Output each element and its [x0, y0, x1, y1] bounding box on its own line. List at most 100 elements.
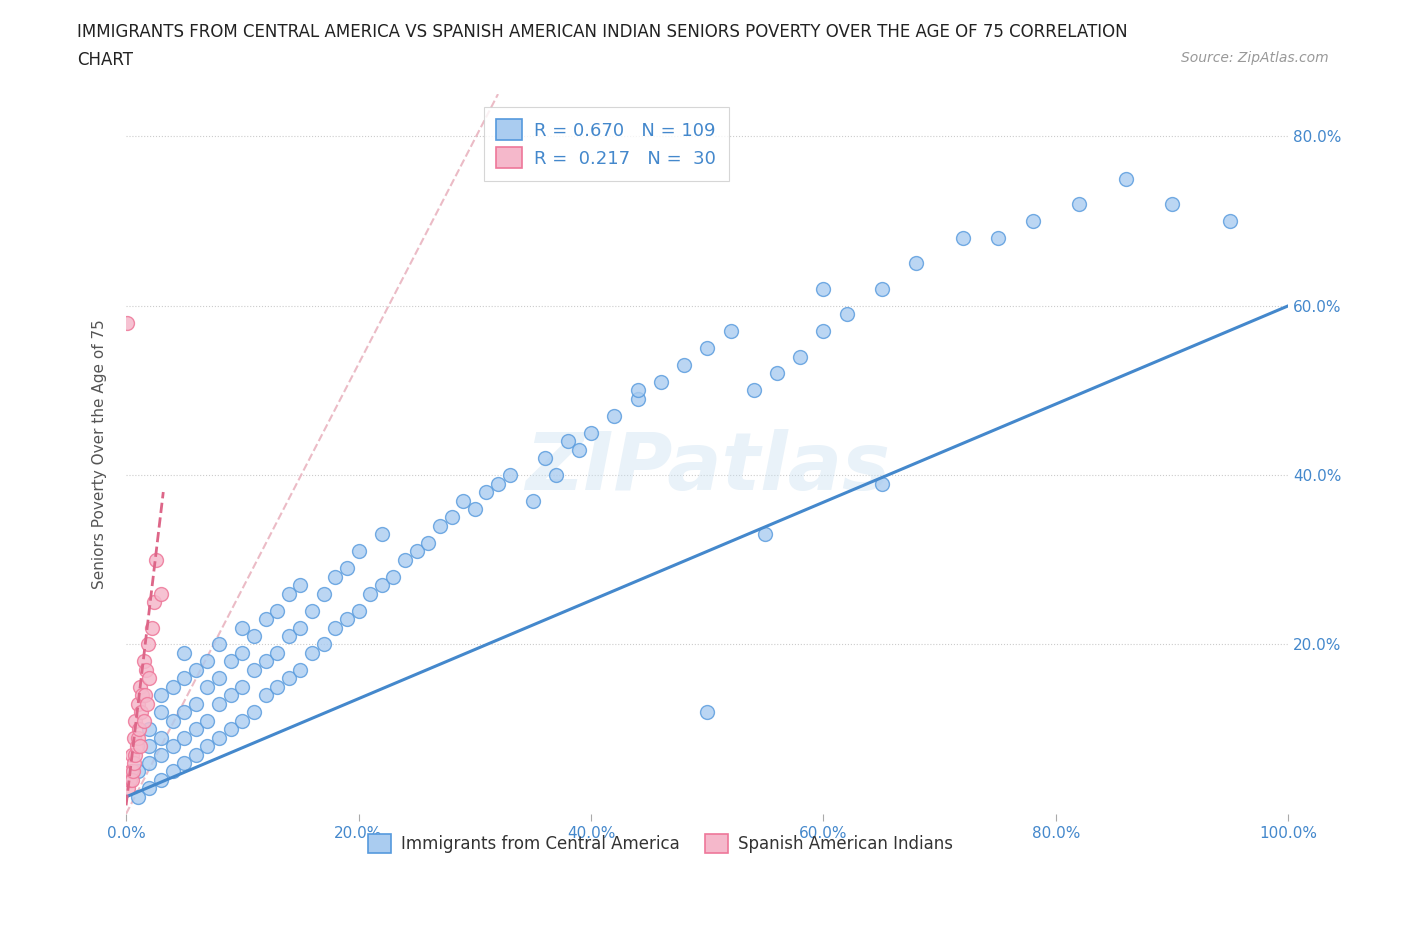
Point — [254, 654, 277, 669]
Point — [197, 680, 219, 695]
Point — [173, 730, 195, 745]
Point — [143, 594, 166, 609]
Point — [696, 340, 718, 355]
Point — [290, 620, 312, 635]
Point — [184, 662, 207, 677]
Point — [254, 612, 277, 627]
Point — [405, 544, 427, 559]
Point — [418, 536, 440, 551]
Point — [149, 586, 172, 601]
Point — [486, 476, 509, 491]
Point — [347, 604, 370, 618]
Point — [129, 705, 152, 720]
Point — [312, 586, 335, 601]
Text: Source: ZipAtlas.com: Source: ZipAtlas.com — [1181, 51, 1329, 65]
Point — [122, 755, 145, 770]
Point — [347, 544, 370, 559]
Point — [136, 637, 159, 652]
Point — [208, 730, 231, 745]
Point — [277, 586, 299, 601]
Point — [184, 722, 207, 737]
Point — [568, 443, 591, 458]
Text: CHART: CHART — [77, 51, 134, 69]
Point — [1022, 214, 1045, 229]
Point — [127, 790, 149, 804]
Point — [173, 645, 195, 660]
Point — [626, 383, 648, 398]
Point — [134, 688, 156, 703]
Point — [127, 697, 149, 711]
Point — [138, 781, 160, 796]
Point — [121, 747, 143, 762]
Point — [789, 349, 811, 364]
Point — [813, 324, 835, 339]
Point — [231, 645, 253, 660]
Point — [266, 680, 288, 695]
Point — [603, 408, 626, 423]
Point — [138, 671, 160, 685]
Point — [243, 629, 266, 644]
Point — [197, 713, 219, 728]
Point — [557, 433, 579, 448]
Point — [290, 578, 312, 592]
Point — [118, 773, 141, 788]
Point — [475, 485, 498, 499]
Point — [132, 654, 155, 669]
Point — [266, 604, 288, 618]
Point — [672, 357, 695, 372]
Point — [754, 527, 776, 542]
Point — [184, 747, 207, 762]
Point — [440, 510, 463, 525]
Point — [125, 738, 148, 753]
Point — [1069, 196, 1091, 211]
Point — [870, 282, 893, 297]
Text: IMMIGRANTS FROM CENTRAL AMERICA VS SPANISH AMERICAN INDIAN SENIORS POVERTY OVER : IMMIGRANTS FROM CENTRAL AMERICA VS SPANI… — [77, 23, 1128, 41]
Point — [208, 697, 231, 711]
Point — [138, 738, 160, 753]
Point — [429, 519, 451, 534]
Point — [149, 730, 172, 745]
Point — [290, 662, 312, 677]
Point — [579, 425, 602, 440]
Point — [905, 256, 928, 271]
Point — [219, 722, 242, 737]
Point — [277, 629, 299, 644]
Point — [323, 620, 346, 635]
Point — [835, 307, 858, 322]
Point — [254, 688, 277, 703]
Point — [720, 324, 742, 339]
Point — [197, 654, 219, 669]
Point — [987, 231, 1010, 246]
Point — [117, 781, 139, 796]
Point — [122, 730, 145, 745]
Point — [173, 671, 195, 685]
Point — [301, 645, 323, 660]
Point — [149, 773, 172, 788]
Point — [141, 620, 163, 635]
Point — [124, 713, 146, 728]
Point — [127, 730, 149, 745]
Point — [626, 392, 648, 406]
Point — [266, 645, 288, 660]
Point — [301, 604, 323, 618]
Point — [184, 697, 207, 711]
Point — [162, 680, 184, 695]
Point — [129, 738, 152, 753]
Point — [149, 688, 172, 703]
Point — [231, 680, 253, 695]
Point — [766, 366, 789, 381]
Point — [124, 747, 146, 762]
Point — [522, 493, 544, 508]
Point — [115, 315, 138, 330]
Point — [135, 662, 157, 677]
Point — [312, 637, 335, 652]
Point — [451, 493, 474, 508]
Point — [145, 552, 167, 567]
Point — [127, 764, 149, 779]
Point — [359, 586, 381, 601]
Point — [231, 713, 253, 728]
Point — [382, 569, 405, 584]
Y-axis label: Seniors Poverty Over the Age of 75: Seniors Poverty Over the Age of 75 — [93, 319, 107, 589]
Point — [231, 620, 253, 635]
Point — [149, 747, 172, 762]
